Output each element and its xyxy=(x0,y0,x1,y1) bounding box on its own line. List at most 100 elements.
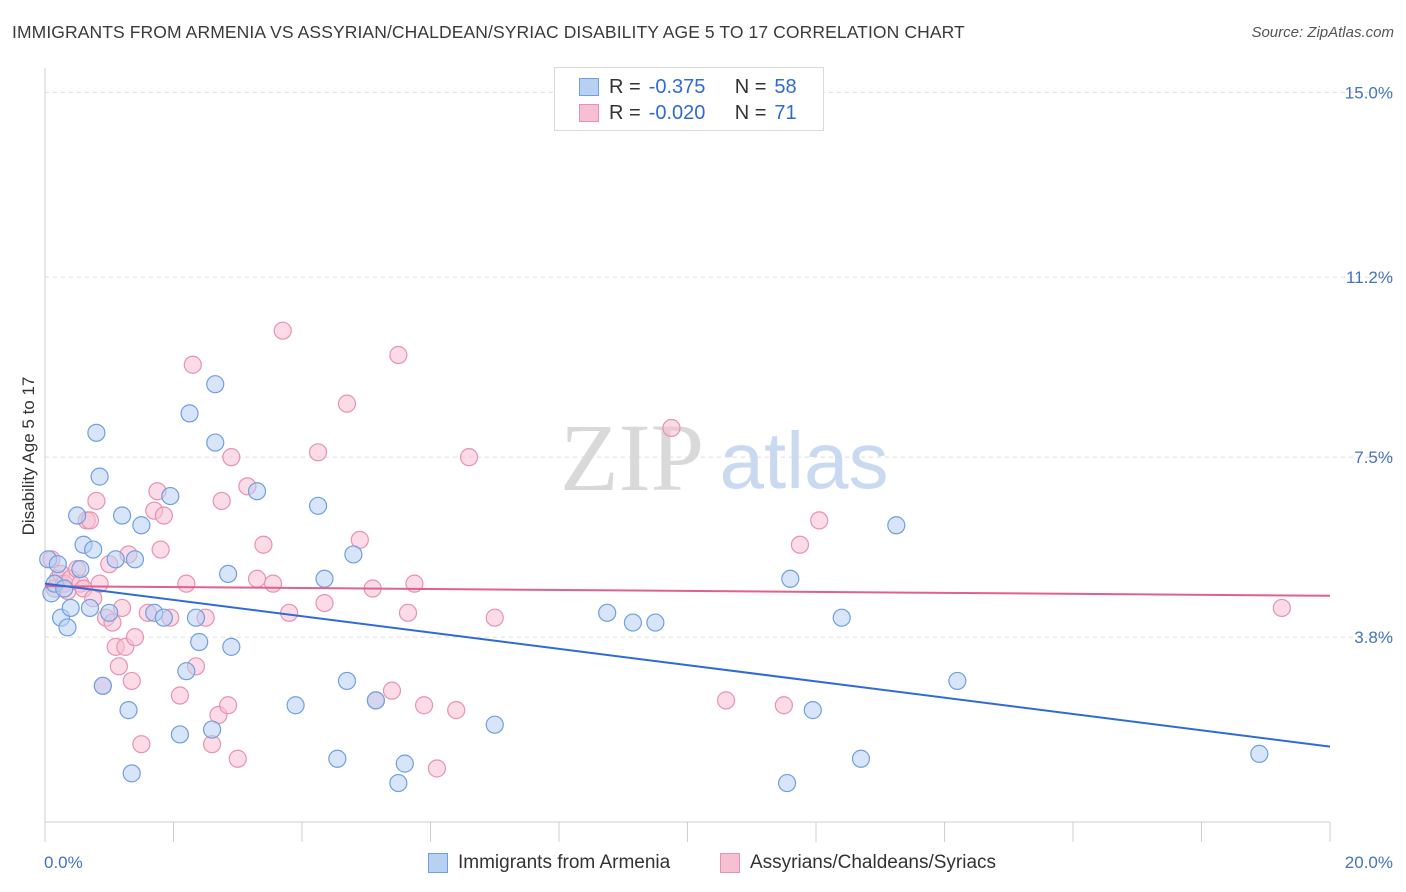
assyrians-point xyxy=(774,696,793,715)
assyrians-point xyxy=(273,321,292,340)
assyrians-point xyxy=(170,686,190,705)
assyrians-point xyxy=(414,696,434,715)
assyrians-point xyxy=(228,749,247,768)
assyrians-point xyxy=(337,394,357,413)
legend-r-value: -0.020 xyxy=(648,101,706,124)
legend-swatch-blue xyxy=(579,78,599,96)
assyrians-point xyxy=(263,574,283,593)
assyrians-point xyxy=(389,345,408,365)
legend-swatch-pink xyxy=(720,853,740,873)
armenia-point xyxy=(777,773,797,793)
armenia-point xyxy=(308,496,328,515)
armenia-point xyxy=(58,618,77,637)
armenia-point xyxy=(344,545,363,564)
armenia-point xyxy=(623,613,642,632)
y-tick-label: 3.8% xyxy=(1354,628,1393,647)
armenia-point xyxy=(389,773,408,793)
x-tick-label: 20.0% xyxy=(1345,853,1393,872)
armenia-point xyxy=(186,608,206,627)
armenia-point xyxy=(598,603,617,622)
armenia-point xyxy=(315,569,334,588)
armenia-point xyxy=(106,550,125,569)
armenia-point xyxy=(55,579,74,598)
armenia-point xyxy=(851,749,871,768)
armenia-point xyxy=(948,671,967,691)
assyrians-point xyxy=(254,535,273,554)
armenia-point xyxy=(247,482,267,501)
armenia-point xyxy=(132,516,151,535)
axes xyxy=(44,68,1331,842)
legend-n-label: N = xyxy=(734,101,767,124)
assyrians-point xyxy=(151,540,170,559)
armenia-point xyxy=(93,676,112,695)
grid-lines xyxy=(45,91,1395,638)
armenia-point xyxy=(366,691,385,710)
legend-row-assyrians: R = -0.020 N = 71 xyxy=(579,100,797,126)
armenia-point xyxy=(71,559,90,579)
assyrians-point xyxy=(222,448,241,467)
armenia-point xyxy=(154,608,173,627)
legend-r-label: R = xyxy=(609,75,641,98)
chart-title: IMMIGRANTS FROM ARMENIA VS ASSYRIAN/CHAL… xyxy=(12,22,965,42)
y-tick-label: 11.2% xyxy=(1346,268,1393,287)
armenia-point xyxy=(337,671,357,691)
armenia-point xyxy=(206,433,225,452)
armenia-point xyxy=(48,555,67,574)
armenia-point xyxy=(832,608,851,627)
trend-lines xyxy=(44,582,1331,748)
armenia-point xyxy=(222,637,241,656)
armenia-point xyxy=(1250,744,1269,763)
legend-label-assyrians: Assyrians/Chaldeans/Syriacs xyxy=(750,852,997,873)
armenia-point xyxy=(84,540,103,559)
series-armenia-points xyxy=(39,375,1269,793)
legend-swatch-blue xyxy=(428,853,448,873)
assyrians-point xyxy=(447,701,466,720)
assyrians-trend-line xyxy=(44,585,1331,597)
assyrians-point xyxy=(308,443,328,462)
y-tick-label: 15.0% xyxy=(1345,83,1393,102)
x-tick-labels: 0.0% 20.0% xyxy=(44,853,1393,872)
armenia-point xyxy=(119,701,138,720)
series-legend: Immigrants from Armenia Assyrians/Chalde… xyxy=(0,852,1406,878)
assyrians-point xyxy=(219,696,238,715)
armenia-point xyxy=(781,569,800,588)
legend-n-label: N = xyxy=(734,75,767,98)
assyrians-point xyxy=(154,506,173,525)
assyrians-point xyxy=(398,603,418,622)
y-axis-label: Disability Age 5 to 17 xyxy=(19,377,38,536)
assyrians-point xyxy=(122,671,141,691)
armenia-point xyxy=(68,506,87,525)
assyrians-point xyxy=(177,574,196,593)
armenia-point xyxy=(219,564,238,584)
assyrians-point xyxy=(810,511,829,530)
assyrians-point xyxy=(183,355,202,374)
assyrians-point xyxy=(716,691,736,710)
armenia-point xyxy=(90,467,109,486)
legend-item-assyrians[interactable]: Assyrians/Chaldeans/Syriacs xyxy=(720,852,996,874)
armenia-point xyxy=(170,725,190,744)
armenia-point xyxy=(87,423,106,442)
armenia-point xyxy=(190,632,209,652)
armenia-point xyxy=(286,696,305,715)
assyrians-point xyxy=(315,593,334,613)
legend-r-value: -0.375 xyxy=(648,75,706,98)
assyrians-point xyxy=(132,735,151,754)
assyrians-point xyxy=(87,491,106,511)
assyrians-point xyxy=(212,491,231,511)
legend-r-label: R = xyxy=(609,101,641,124)
assyrians-point xyxy=(109,657,128,676)
source-label: Source: ZipAtlas.com xyxy=(1251,24,1394,41)
armenia-trend-line xyxy=(44,582,1331,748)
armenia-point xyxy=(803,701,822,720)
y-tick-label: 7.5% xyxy=(1354,448,1393,467)
assyrians-point xyxy=(125,628,145,647)
stats-legend: R = -0.375 N = 58 R = -0.020 N = 71 xyxy=(554,67,824,131)
assyrians-point xyxy=(790,535,810,554)
series-assyrians-points xyxy=(42,321,1291,778)
assyrians-point xyxy=(247,569,267,588)
watermark-zip: ZIP xyxy=(560,404,704,511)
armenia-point xyxy=(395,754,414,773)
armenia-point xyxy=(161,486,180,506)
legend-item-armenia[interactable]: Immigrants from Armenia xyxy=(428,852,670,874)
